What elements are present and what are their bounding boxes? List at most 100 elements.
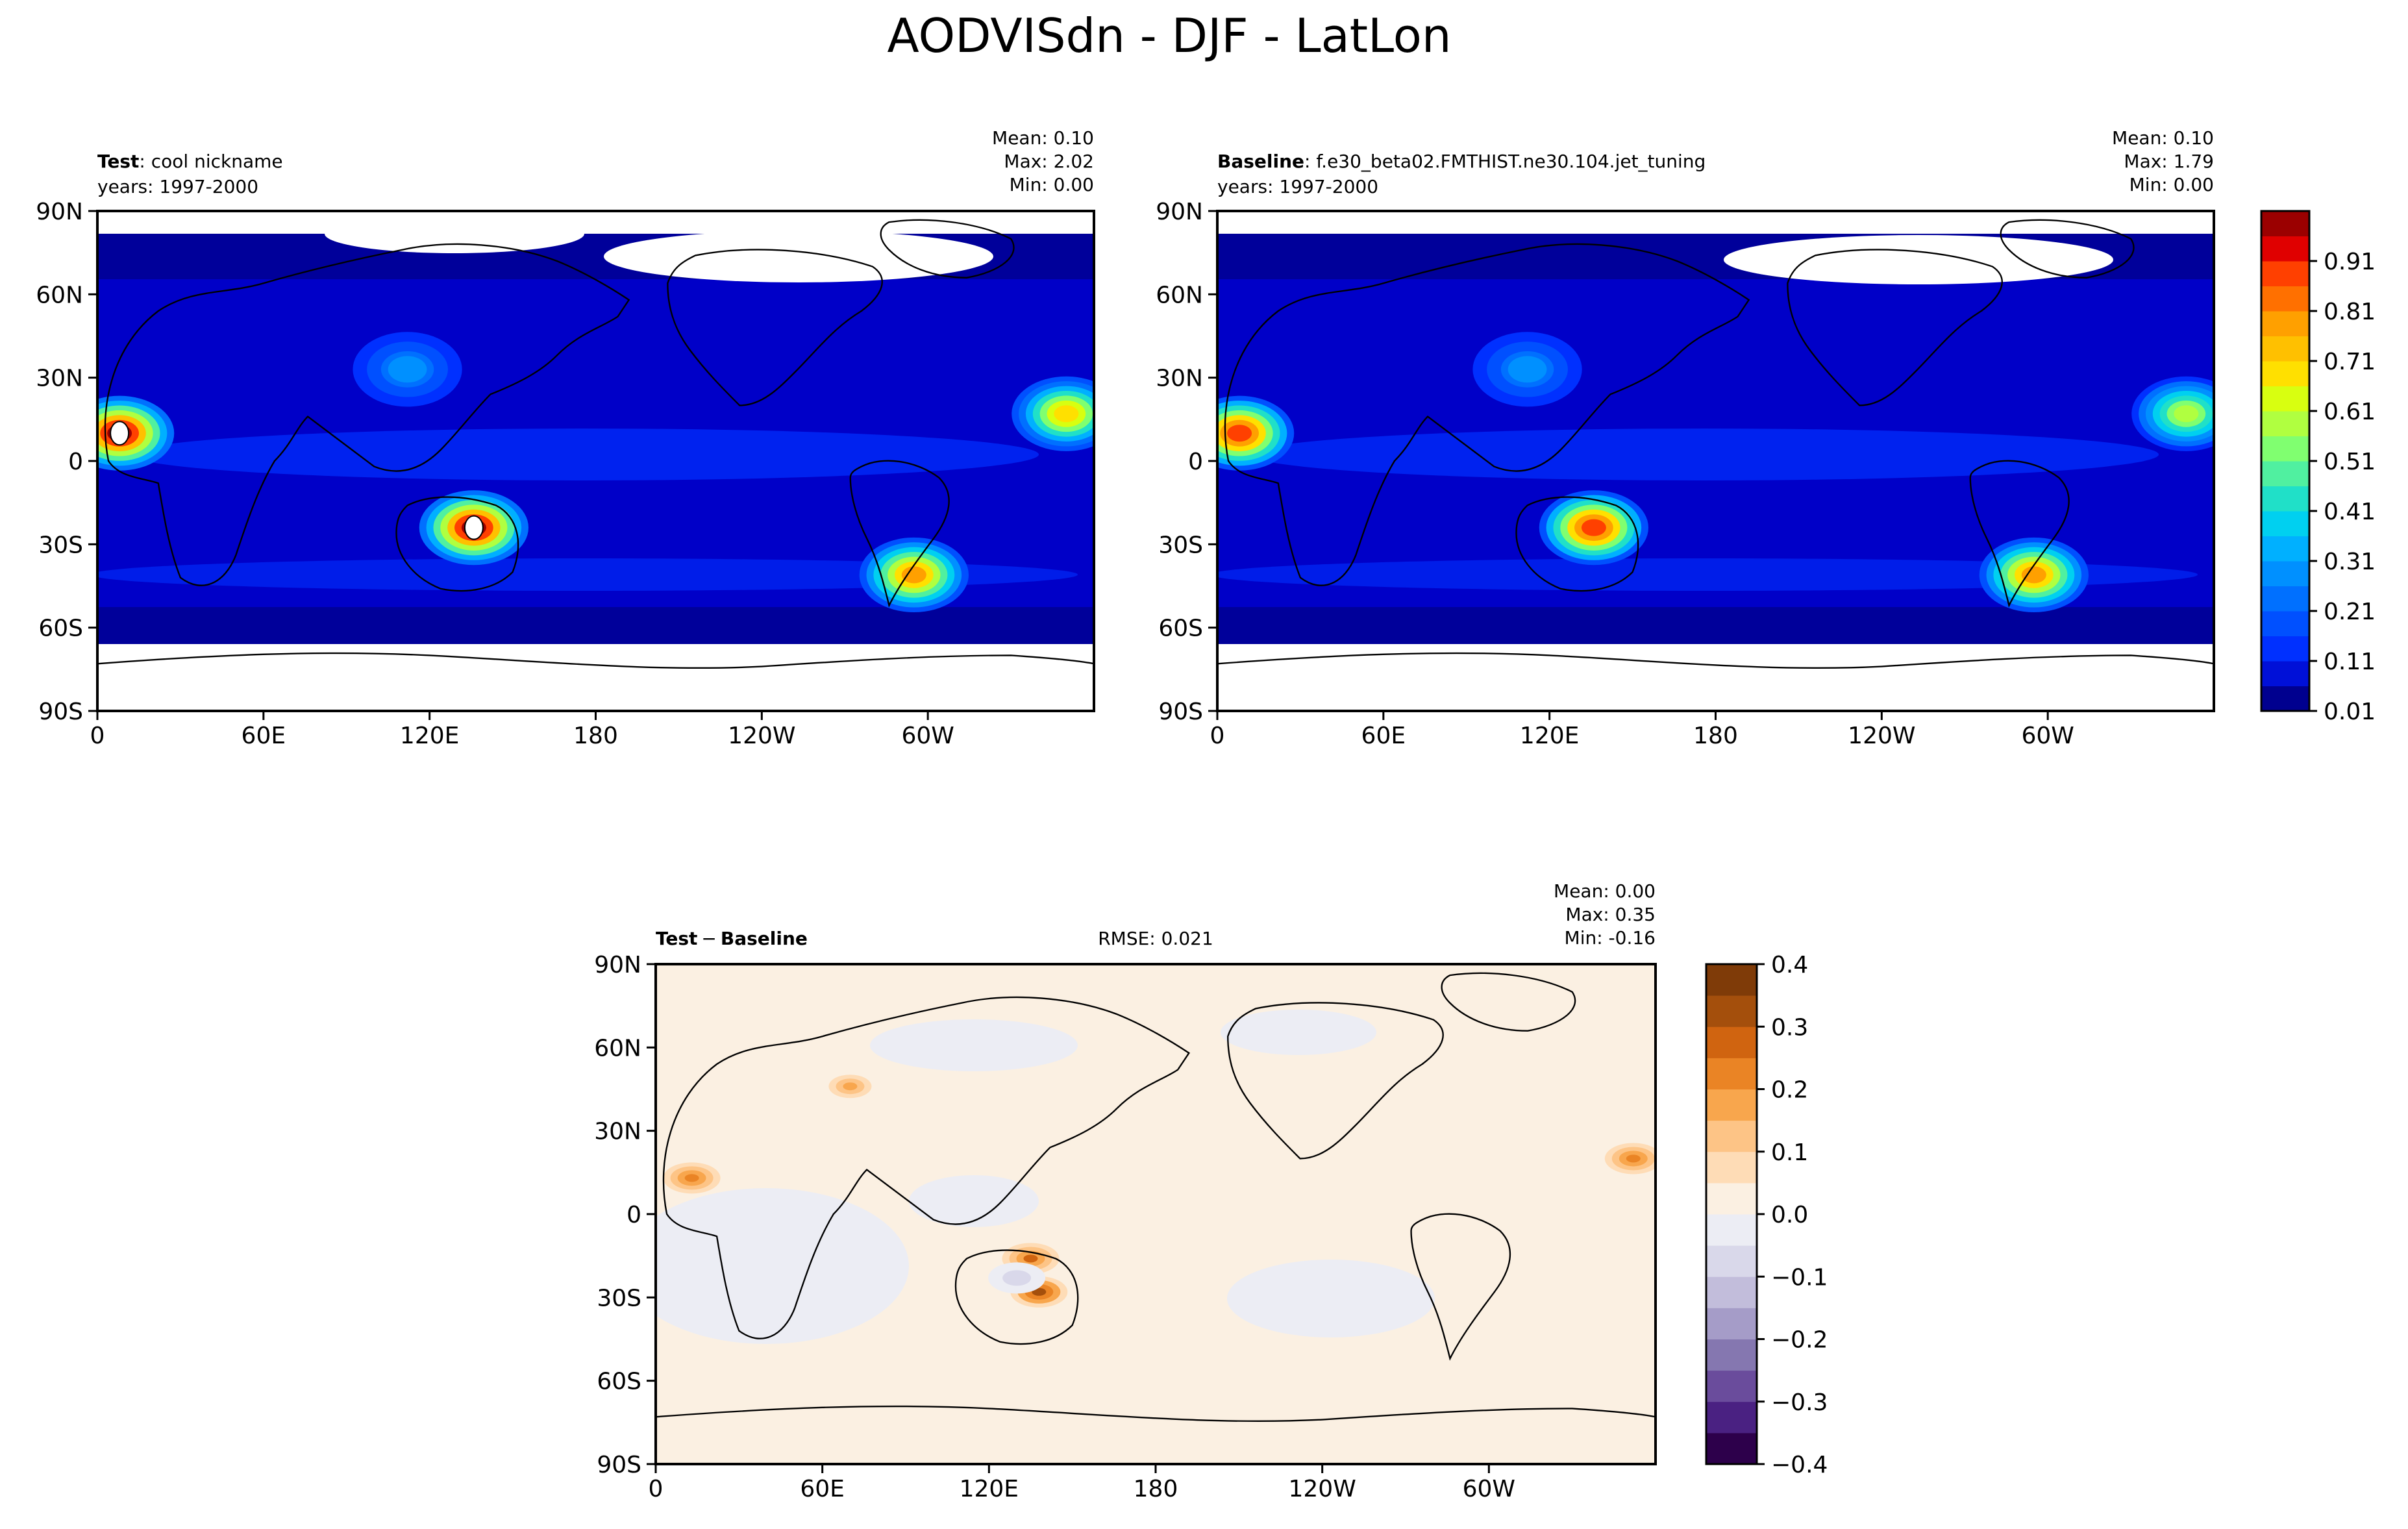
colorbar-diff-tick-label: 0.0 xyxy=(1771,1202,1808,1228)
diff-y-tick-label: 90S xyxy=(597,1452,641,1478)
test-label-bold: Test xyxy=(97,151,139,172)
colorbar-main-swatch xyxy=(2261,661,2309,686)
panel-baseline: Baseline: f.e30_beta02.FMTHIST.ne30.104.… xyxy=(1156,127,2215,749)
diff-x-tick-label: 120W xyxy=(1289,1476,1356,1502)
colorbar-diff: 0.4 0.3 0.2 0.1 0.0 −0.1 −0.2 −0.3 −0.4 xyxy=(1705,952,1828,1478)
colorbar-main-tick-label: 0.81 xyxy=(2324,299,2376,325)
colorbar-main-swatch xyxy=(2261,461,2309,486)
baseline-arctic-gap xyxy=(1724,235,2113,284)
colorbar-diff-swatch xyxy=(1706,1214,1757,1246)
baseline-y-tick-label: 60N xyxy=(1156,282,1203,308)
colorbar-main-tick-label: 0.51 xyxy=(2324,449,2376,475)
baseline-southern-band xyxy=(1217,558,2198,591)
test-arctic-gap-2 xyxy=(325,214,584,253)
diff-y-tick-label: 90N xyxy=(594,952,641,978)
colorbar-main-tick-label: 0.31 xyxy=(2324,549,2376,575)
diff-hotspots xyxy=(663,1071,1656,1308)
test-stat-max: Max: 2.02 xyxy=(1004,151,1094,172)
colorbar-main: 0.91 0.81 0.71 0.61 0.51 0.41 0.31 0.21 0.11 0.01 xyxy=(2260,210,2376,725)
test-hotspots xyxy=(97,332,1094,612)
baseline-hotspot-ring xyxy=(2174,405,2199,423)
diff-x-tick-label: 120E xyxy=(960,1476,1019,1502)
diff-label-test: Test xyxy=(656,928,697,949)
baseline-x-tick-label: 180 xyxy=(1693,723,1738,749)
baseline-y-tick-label: 30S xyxy=(1158,532,1203,558)
baseline-hotspot-ring xyxy=(1581,519,1606,536)
diff-neg-patch-4 xyxy=(1227,1260,1435,1337)
diff-neg-patch-2 xyxy=(870,1019,1078,1071)
diff-rmse: RMSE: 0.021 xyxy=(1098,928,1213,949)
test-stat-mean: Mean: 0.10 xyxy=(992,127,1094,149)
colorbar-diff-swatch xyxy=(1706,1120,1757,1152)
colorbar-main-blocks xyxy=(2261,211,2309,712)
baseline-x-tick-label: 120W xyxy=(1848,723,1915,749)
test-stat-min: Min: 0.00 xyxy=(1010,174,1094,195)
test-polar-band-south xyxy=(97,607,1094,644)
colorbar-main-swatch xyxy=(2261,436,2309,462)
colorbar-diff-tick-label: 0.3 xyxy=(1771,1014,1808,1041)
test-y-tick-label: 90N xyxy=(36,199,83,225)
colorbar-diff-swatch xyxy=(1706,1308,1757,1339)
test-tropical-band xyxy=(130,429,1039,480)
baseline-y-tick-label: 90N xyxy=(1156,199,1203,225)
colorbar-main-swatch xyxy=(2261,511,2309,536)
diff-y-tick-label: 30N xyxy=(594,1119,641,1145)
svg-text:Test: cool nickname: Test: cool nickname xyxy=(97,151,283,172)
colorbar-diff-swatch xyxy=(1706,1370,1757,1402)
colorbar-diff-tick-label: 0.1 xyxy=(1771,1139,1808,1166)
colorbar-main-swatch xyxy=(2261,636,2309,662)
baseline-y-tick-label: 0 xyxy=(1188,449,1203,475)
colorbar-diff-blocks xyxy=(1706,964,1757,1465)
colorbar-diff-tick-label: 0.2 xyxy=(1771,1077,1808,1104)
diff-stat-mean: Mean: 0.00 xyxy=(1554,880,1656,902)
test-years: years: 1997-2000 xyxy=(97,176,258,197)
colorbar-main-swatch xyxy=(2261,211,2309,236)
colorbar-main-swatch xyxy=(2261,311,2309,336)
colorbar-diff-tick-label: −0.3 xyxy=(1771,1389,1828,1416)
colorbar-diff-swatch xyxy=(1706,1058,1757,1089)
colorbar-diff-ticks: 0.4 0.3 0.2 0.1 0.0 −0.1 −0.2 −0.3 −0.4 xyxy=(1757,952,1828,1478)
test-y-tick-label: 90S xyxy=(38,699,83,725)
baseline-x-tick-label: 60W xyxy=(2021,723,2074,749)
colorbar-diff-swatch xyxy=(1706,1089,1757,1121)
diff-x-tick-label: 60W xyxy=(1463,1476,1515,1502)
colorbar-main-tick-label: 0.91 xyxy=(2324,249,2376,275)
diff-y-tick-label: 30S xyxy=(597,1285,641,1311)
test-x-tick-label: 120E xyxy=(400,723,459,749)
diff-hotspot-ring xyxy=(1010,1274,1024,1282)
test-y-tick-label: 0 xyxy=(68,449,83,475)
test-saturated-core xyxy=(464,515,484,540)
colorbar-main-swatch xyxy=(2261,611,2309,636)
colorbar-main-swatch xyxy=(2261,411,2309,436)
colorbar-main-tick-label: 0.61 xyxy=(2324,399,2376,425)
baseline-x-tick-label: 60E xyxy=(1361,723,1406,749)
colorbar-diff-swatch xyxy=(1706,1026,1757,1058)
panel-test: Test: cool nickname years: 1997-2000 Mea… xyxy=(36,127,1095,749)
diff-label-baseline: Baseline xyxy=(721,928,808,949)
diff-hotspot-ring xyxy=(684,1174,699,1182)
test-y-axis: 90N 60N 30N 0 30S 60S 90S xyxy=(36,199,97,725)
test-x-tick-label: 120W xyxy=(728,723,795,749)
diff-neg-patch-3 xyxy=(1221,1010,1376,1055)
colorbar-main-swatch xyxy=(2261,261,2309,286)
diff-stat-max: Max: 0.35 xyxy=(1565,904,1656,925)
svg-text:Baseline: f.e30_beta02.FMTHIST: Baseline: f.e30_beta02.FMTHIST.ne30.104.… xyxy=(1217,151,1706,172)
colorbar-main-tick-label: 0.11 xyxy=(2324,649,2376,675)
colorbar-main-swatch xyxy=(2261,586,2309,612)
test-x-tick-label: 60E xyxy=(242,723,286,749)
colorbar-diff-swatch xyxy=(1706,995,1757,1027)
diff-y-tick-label: 60S xyxy=(597,1369,641,1395)
diff-y-axis: 90N 60N 30N 0 30S 60S 90S xyxy=(594,952,656,1478)
colorbar-main-tick-label: 0.21 xyxy=(2324,599,2376,625)
colorbar-main-swatch xyxy=(2261,486,2309,512)
baseline-x-tick-label: 0 xyxy=(1210,723,1225,749)
diff-x-tick-label: 60E xyxy=(800,1476,845,1502)
baseline-tropical-band xyxy=(1250,429,2159,480)
test-x-tick-label: 180 xyxy=(573,723,618,749)
colorbar-main-swatch xyxy=(2261,336,2309,362)
diff-y-tick-label: 0 xyxy=(627,1202,641,1228)
colorbar-diff-swatch xyxy=(1706,1245,1757,1277)
baseline-label-bold: Baseline xyxy=(1217,151,1304,172)
colorbar-main-tick-label: 0.01 xyxy=(2324,699,2376,725)
